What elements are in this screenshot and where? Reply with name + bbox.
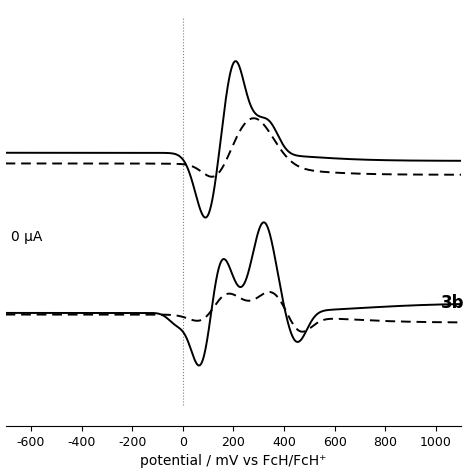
Text: 3b: 3b: [441, 294, 465, 312]
X-axis label: potential / mV vs FcH/FcH⁺: potential / mV vs FcH/FcH⁺: [140, 455, 327, 468]
Text: 0 μA: 0 μA: [10, 230, 42, 244]
